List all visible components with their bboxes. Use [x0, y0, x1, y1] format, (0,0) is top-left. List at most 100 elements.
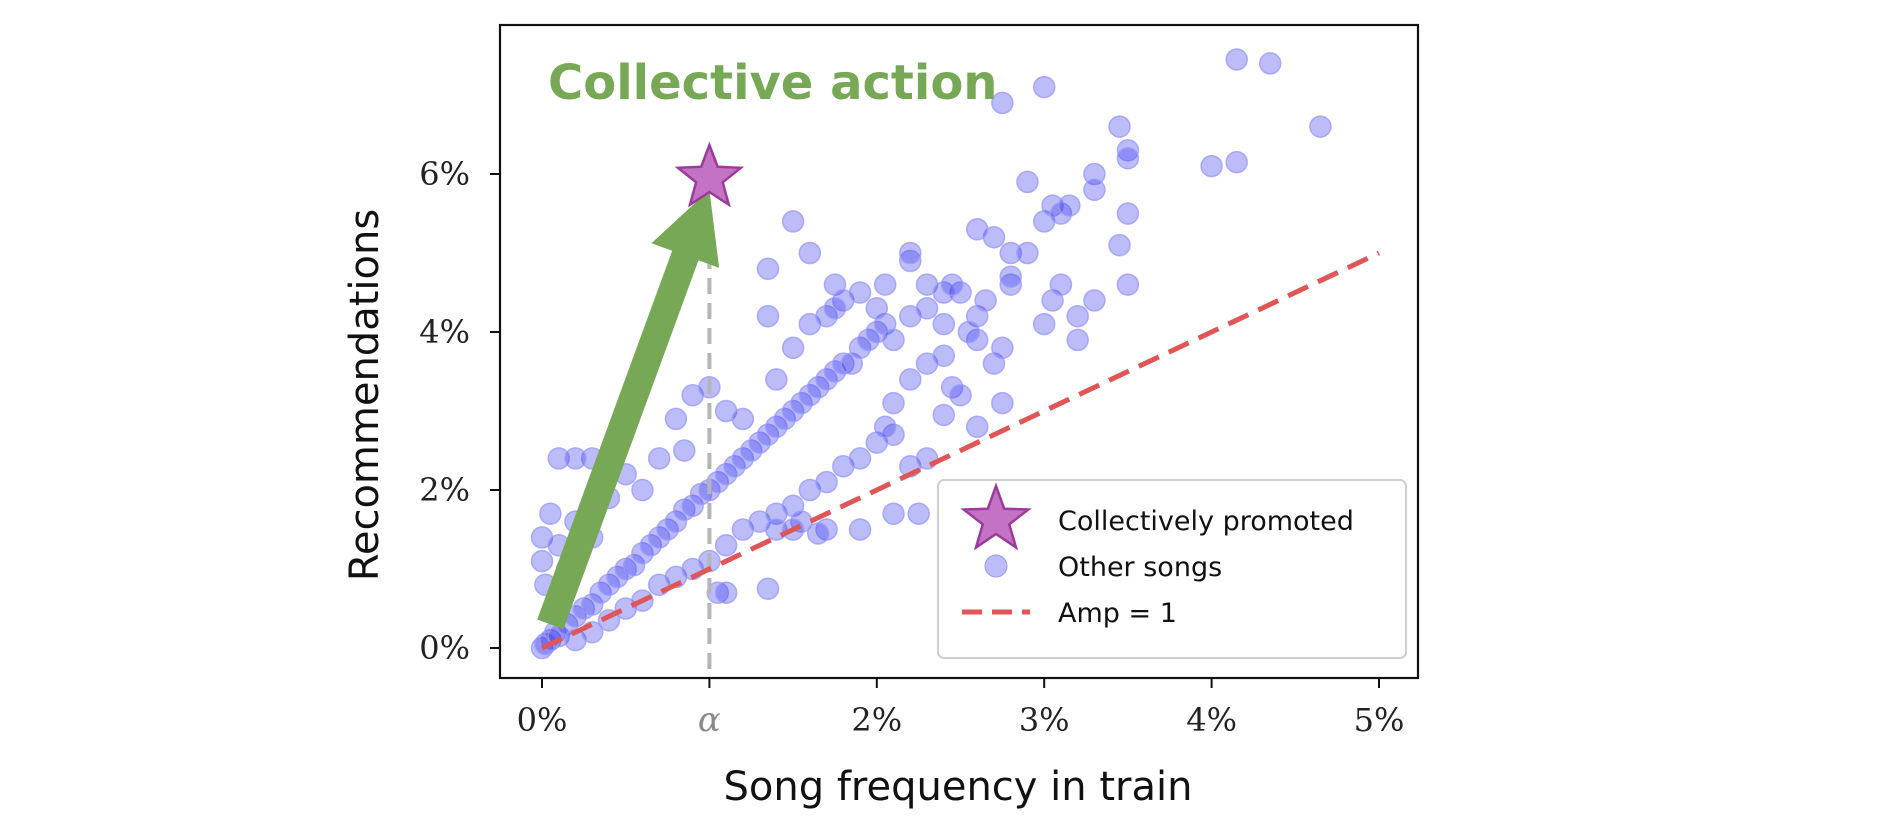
other-song-point	[781, 399, 805, 423]
other-song-point	[639, 534, 663, 557]
other-song-point	[631, 478, 654, 502]
other-song-point	[991, 391, 1014, 415]
other-song-point	[932, 281, 956, 304]
other-song-point	[740, 439, 763, 462]
other-song-point	[940, 376, 964, 399]
other-song-point	[949, 281, 972, 304]
other-song-point	[606, 565, 629, 589]
other-song-point	[597, 573, 621, 597]
x-tick-label: 5%	[1354, 701, 1405, 739]
other-song-point	[748, 431, 771, 454]
other-song-point	[999, 265, 1022, 288]
other-song-point	[1066, 328, 1089, 352]
other-song-point	[848, 518, 872, 541]
other-song-point	[706, 470, 730, 494]
other-song-point	[848, 336, 872, 360]
legend-circle-marker	[984, 554, 1008, 578]
other-song-point	[991, 91, 1014, 115]
other-song-point	[1049, 273, 1073, 296]
other-song-point	[1309, 115, 1332, 138]
other-song-point	[815, 304, 838, 328]
other-song-point	[965, 218, 989, 241]
legend-label-other-songs: Other songs	[1058, 552, 1222, 583]
other-song-point	[631, 541, 654, 565]
collective-action-annotation: Collective action	[548, 55, 997, 111]
other-song-point	[756, 304, 780, 328]
other-song-point	[873, 273, 897, 296]
other-song-point	[781, 210, 805, 233]
other-song-point	[915, 447, 939, 470]
other-song-point	[1058, 194, 1081, 217]
legend-star-shape	[960, 482, 1032, 551]
other-song-point	[932, 312, 956, 336]
other-song-point	[999, 241, 1022, 265]
x-tick-label: 4%	[1186, 701, 1237, 739]
legend: Collectively promoted Other songs Amp = …	[937, 479, 1407, 659]
amp-reference-line	[540, 250, 1381, 651]
other-song-point	[765, 368, 788, 391]
other-song-point	[965, 415, 989, 439]
other-song-point	[664, 407, 688, 431]
other-song-point	[723, 455, 746, 478]
other-song-point	[949, 383, 972, 407]
x-tick-label: 0%	[517, 701, 568, 739]
other-song-point	[765, 415, 788, 439]
other-song-point	[1200, 154, 1223, 178]
other-song-point	[798, 241, 822, 265]
other-song-point	[681, 494, 704, 518]
other-song-point	[873, 415, 897, 439]
other-song-point	[1083, 178, 1106, 202]
other-song-point	[647, 447, 671, 470]
other-song-point	[932, 344, 956, 367]
other-song-point	[899, 241, 922, 265]
other-song-point	[622, 553, 646, 577]
other-song-point	[857, 328, 880, 352]
y-tick-label: 2%	[419, 471, 470, 509]
other-song-point	[882, 328, 905, 352]
other-song-point	[547, 447, 570, 470]
other-song-point	[999, 273, 1022, 296]
other-song-point	[714, 534, 738, 557]
other-song-point	[991, 336, 1014, 360]
other-song-point	[539, 502, 562, 525]
other-song-point	[899, 368, 922, 391]
x-axis-label: Song frequency in train	[724, 764, 1193, 810]
x-tick-label: α	[698, 700, 721, 740]
collectively-promoted-star	[674, 141, 745, 208]
other-song-point	[664, 510, 688, 533]
other-song-point	[915, 297, 939, 320]
other-song-point	[815, 470, 838, 494]
collective-action-arrow	[537, 189, 720, 630]
other-song-point	[1083, 289, 1106, 312]
legend-label-collectively-promoted: Collectively promoted	[1058, 506, 1354, 537]
other-song-point	[1032, 75, 1056, 99]
other-song-point	[899, 249, 922, 273]
y-tick-label: 4%	[419, 313, 470, 351]
other-song-point	[731, 407, 755, 431]
other-song-point	[1032, 312, 1056, 336]
other-song-point	[673, 439, 696, 462]
other-song-point	[940, 273, 964, 296]
other-song-point	[974, 289, 997, 312]
other-song-point	[907, 502, 930, 525]
y-axis-label: Recommendations	[342, 209, 388, 581]
other-song-point	[773, 407, 796, 431]
other-song-point	[1116, 273, 1140, 296]
other-song-point	[798, 383, 822, 407]
other-song-point	[1116, 139, 1140, 162]
other-song-point	[815, 368, 838, 391]
other-song-point	[882, 391, 905, 415]
other-song-point	[1225, 150, 1248, 174]
other-song-point	[806, 522, 830, 545]
other-song-point	[1016, 170, 1039, 194]
other-song-point	[1016, 241, 1039, 265]
other-song-point	[1083, 162, 1106, 186]
other-song-point	[714, 462, 738, 486]
overlay-layer	[537, 141, 1381, 678]
other-song-point	[647, 526, 671, 549]
legend-star-marker	[960, 482, 1032, 551]
other-song-point	[865, 297, 889, 320]
other-song-point	[1108, 115, 1131, 138]
axes-layer: 0% α 2% 3% 4% 5% 0% 2% 4% 6%	[419, 155, 1404, 740]
